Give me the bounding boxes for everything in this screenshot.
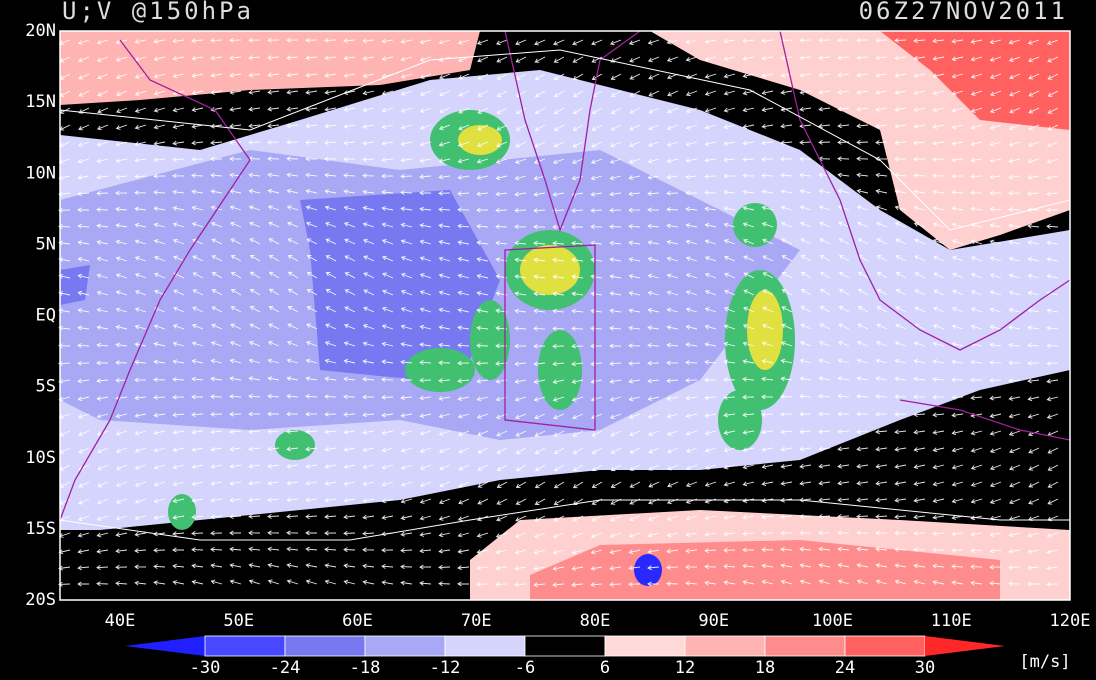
map-frame <box>59 30 1071 601</box>
cloud-cluster <box>538 330 582 410</box>
contour <box>59 49 1071 231</box>
colorbar-tick-label: -18 <box>350 658 381 678</box>
colorbar-tick-label: 30 <box>915 658 935 678</box>
latitude-label: 5N <box>36 234 56 254</box>
colorbar-units: [m/s] <box>1019 652 1070 672</box>
latitude-label: 10S <box>25 448 56 468</box>
strong-easterly-zone <box>60 190 500 380</box>
longitude-label: 90E <box>698 611 729 631</box>
colorbar-arrow <box>925 636 1005 656</box>
cloud-core <box>520 245 580 295</box>
coastline <box>779 30 1071 351</box>
longitude-label: 110E <box>931 611 972 631</box>
latitude-labels: 20N 15N 10N 5N EQ 5S 10S 15S 20S <box>25 21 56 610</box>
contour <box>59 499 1070 541</box>
colorbar-arrow <box>125 636 205 656</box>
cloud-cluster <box>275 430 315 460</box>
colorbar-tick-label: 18 <box>755 658 775 678</box>
cloud-cluster <box>405 348 475 392</box>
colorbar-segment <box>764 635 846 657</box>
latitude-label: EQ <box>36 306 56 326</box>
cloud-cluster <box>470 300 510 380</box>
map-area <box>58 30 1071 601</box>
latitude-label: 5S <box>36 377 56 397</box>
cloud-core <box>747 290 783 370</box>
coastline <box>504 30 641 232</box>
convection <box>168 110 795 586</box>
colorbar-segment <box>604 635 686 657</box>
cloud-cluster <box>634 554 662 586</box>
time-stamp: 06Z27NOV2011 <box>859 0 1068 25</box>
cloud-cluster <box>718 390 762 450</box>
colorbar-tick-label: 6 <box>600 658 610 678</box>
longitude-label: 100E <box>812 611 853 631</box>
latitude-label: 15N <box>25 92 56 112</box>
cloud-cluster <box>733 203 777 247</box>
colorbar-tick-label: 12 <box>675 658 695 678</box>
coastline <box>59 39 251 521</box>
longitude-labels: 40E 50E 60E 70E 80E 90E 100E 110E 120E <box>105 611 1091 631</box>
longitude-label: 50E <box>223 611 254 631</box>
longitude-label: 70E <box>461 611 492 631</box>
colorbar-tick-label: -6 <box>515 658 535 678</box>
colorbar-tick-label: 24 <box>835 658 855 678</box>
cloud-core <box>458 125 502 155</box>
latitude-label: 20S <box>25 590 56 610</box>
strong-positive-zone <box>880 31 1070 130</box>
title: U;V @150hPa <box>62 0 254 25</box>
colorbar: -30 -24 -18 -12 -6 6 12 18 24 30 <box>125 635 1005 678</box>
colorbar-segment <box>844 635 926 657</box>
longitude-label: 60E <box>342 611 373 631</box>
colorbar-segment <box>204 635 286 657</box>
colorbar-segment <box>364 635 446 657</box>
coastline <box>899 399 1071 441</box>
colorbar-tick-label: -12 <box>430 658 461 678</box>
colorbar-tick-label: -24 <box>270 658 301 678</box>
colorbar-segment <box>684 635 766 657</box>
latitude-label: 15S <box>25 519 56 539</box>
cloud-cluster <box>168 494 196 530</box>
colorbar-segment <box>444 635 526 657</box>
longitude-label: 40E <box>105 611 136 631</box>
colorbar-tick-label: -30 <box>190 658 221 678</box>
colorbar-segment <box>284 635 366 657</box>
region-box <box>504 244 596 431</box>
latitude-label: 20N <box>25 21 56 41</box>
colorbar-segment <box>524 635 606 657</box>
longitude-label: 80E <box>580 611 611 631</box>
longitude-label: 120E <box>1050 611 1091 631</box>
latitude-label: 10N <box>25 163 56 183</box>
